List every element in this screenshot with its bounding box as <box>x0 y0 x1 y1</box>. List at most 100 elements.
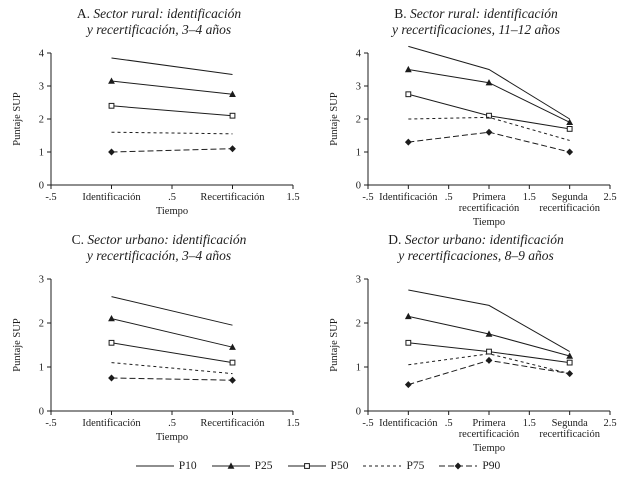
y-tick-label: 2 <box>39 318 44 329</box>
legend-label-p50: P50 <box>330 459 349 472</box>
panel-c-title-line1: Sector urbano: identificación <box>87 231 247 247</box>
y-tick-label: 3 <box>356 81 361 92</box>
x-tick-label: -.5 <box>362 418 373 429</box>
x-axis-title: Tiempo <box>156 432 188 443</box>
y-tick-label: 3 <box>39 274 44 285</box>
x-tick-label: recertificación <box>459 429 520 440</box>
series-marker-p90 <box>404 138 412 146</box>
series-marker-p25 <box>566 118 574 125</box>
x-tick-label: 2.5 <box>603 418 616 429</box>
series-marker-p25 <box>566 352 574 359</box>
panel-d-title-line2: y recertificaciones, 8–9 años <box>398 248 554 264</box>
x-tick-label: Recertificación <box>200 192 265 203</box>
series-line-p50 <box>111 342 233 363</box>
series-line-p10 <box>111 295 233 326</box>
x-tick-label: Identificación <box>82 418 141 429</box>
panel-a-title-line2: y recertificación, 3–4 años <box>86 22 232 38</box>
y-tick-label: 3 <box>356 274 361 285</box>
y-tick-label: 0 <box>356 180 361 191</box>
x-tick-label: 1.5 <box>286 418 299 429</box>
series-marker-p90 <box>108 374 115 382</box>
x-tick-label: recertificación <box>539 203 600 214</box>
legend-line-sample-p90 <box>439 462 478 470</box>
x-tick-label: Primera <box>472 418 506 429</box>
panel-b-title-line1: Sector rural: identificación <box>410 6 558 21</box>
y-tick-label: 3 <box>39 81 44 92</box>
series-line-p10 <box>408 289 570 352</box>
legend-item-p25: P25 <box>211 460 273 472</box>
legend-item-p10: P10 <box>135 460 197 472</box>
legend-sample-marker <box>227 462 235 469</box>
legend-item-p90: P90 <box>438 460 500 472</box>
x-tick-label: recertificación <box>539 429 600 440</box>
panel-c-chart: 0 1 2 3 -.5 Identificación .5 Recertificación 1.… <box>12 274 300 443</box>
panel-d-letter: D. <box>388 231 402 247</box>
panel-b-letter: B. <box>394 6 407 21</box>
x-tick-label: -.5 <box>362 192 373 203</box>
series-line-p50 <box>408 93 570 130</box>
x-tick-label: 1.5 <box>523 192 536 203</box>
x-axis-title: Tiempo <box>473 217 505 228</box>
series-marker-p50 <box>229 359 236 366</box>
series-line-p90 <box>111 148 233 153</box>
y-tick-label: 0 <box>39 180 44 191</box>
legend-item-p50: P50 <box>287 459 349 472</box>
x-tick-label: Recertificación <box>200 418 265 429</box>
panel-a: A. Sector rural: identificación y recert… <box>1 4 318 230</box>
series-marker-p25 <box>404 312 412 319</box>
y-axis-title: Puntaje SUP <box>329 92 340 146</box>
series-marker-p25 <box>108 77 115 84</box>
series-line-p90 <box>408 359 570 385</box>
legend-label-p10: P10 <box>178 459 197 472</box>
y-tick-label: 2 <box>356 114 361 125</box>
x-tick-label: Segunda <box>552 418 589 429</box>
x-tick-label: Identificación <box>379 418 438 429</box>
panel-b: B. Sector rural: identificación y recert… <box>318 4 635 230</box>
series-marker-p25 <box>229 90 236 97</box>
panel-c-title: C. Sector urbano: identificación y recer… <box>72 232 247 265</box>
legend-item-p75: P75 <box>362 460 424 472</box>
y-axis-title: Puntaje SUP <box>12 318 23 372</box>
legend-label-p75: P75 <box>406 459 425 472</box>
series-marker-p50 <box>486 112 492 119</box>
series-marker-p50 <box>566 359 573 366</box>
panel-a-letter: A. <box>76 6 90 21</box>
legend-label-p25: P25 <box>254 459 273 472</box>
series-line-p25 <box>111 317 233 348</box>
panel-d-title: D. Sector urbano: identificación y recer… <box>388 232 563 265</box>
y-tick-label: 0 <box>39 406 44 417</box>
x-tick-label: .5 <box>168 418 176 429</box>
series-line-p10 <box>408 45 570 120</box>
legend: P10 P25 P50 P75 P90 <box>135 459 500 472</box>
panel-b-title-line2: y recertificaciones, 11–12 años <box>392 22 560 38</box>
series-marker-p90 <box>566 369 574 377</box>
panel-grid: A. Sector rural: identificación y recert… <box>1 4 635 456</box>
panel-d-title-line1: Sector urbano: identificación <box>404 231 564 247</box>
panel-a-chart: 0 1 2 3 4 -.5 Identificación .5 Recertificación 1… <box>12 48 300 217</box>
series-marker-p90 <box>229 145 236 153</box>
legend-line-sample-p75 <box>363 465 402 467</box>
legend-line-sample-p50 <box>287 462 326 469</box>
panel-c: C. Sector urbano: identificación y recer… <box>1 230 318 456</box>
y-tick-label: 1 <box>39 362 44 373</box>
y-tick-label: 2 <box>356 318 361 329</box>
series-line-p25 <box>111 80 233 95</box>
x-tick-label: recertificación <box>459 203 520 214</box>
panel-a-title: A. Sector rural: identificación y recert… <box>77 6 241 39</box>
y-tick-label: 4 <box>39 48 45 59</box>
y-tick-label: 1 <box>356 362 361 373</box>
panel-b-title: B. Sector rural: identificación y recert… <box>392 6 560 39</box>
panel-c-title-line2: y recertificación, 3–4 años <box>86 248 232 264</box>
x-tick-label: Identificación <box>82 192 141 203</box>
series-marker-p90 <box>108 148 115 156</box>
series-marker-p25 <box>485 330 493 337</box>
legend-line-sample-p25 <box>211 462 250 469</box>
panel-c-letter: C. <box>71 231 85 247</box>
series-marker-p50 <box>108 102 115 109</box>
x-tick-label: .5 <box>445 192 453 203</box>
series-marker-p90 <box>229 376 236 384</box>
panel-a-title-line1: Sector rural: identificación <box>93 6 242 21</box>
